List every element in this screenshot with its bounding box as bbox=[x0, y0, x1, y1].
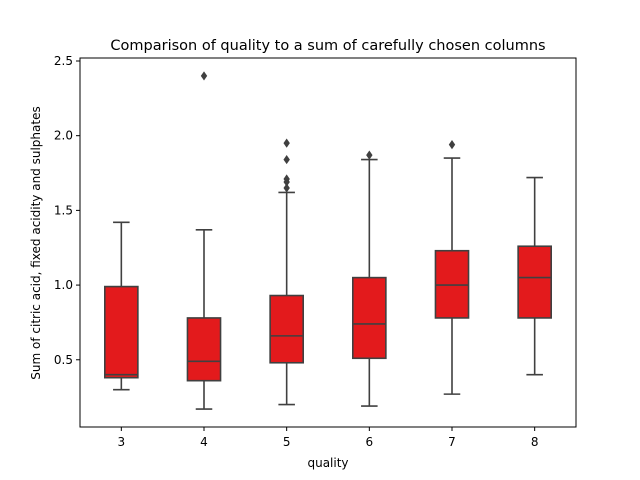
outlier-marker bbox=[448, 140, 456, 150]
box-group-quality-8 bbox=[517, 176, 553, 376]
box-group-quality-5 bbox=[269, 138, 304, 406]
x-tick-label: 7 bbox=[448, 435, 456, 449]
box-group-quality-3 bbox=[104, 221, 139, 391]
box-group-quality-6 bbox=[351, 150, 387, 407]
plot-frame bbox=[79, 57, 577, 428]
y-tick-label: 1.0 bbox=[54, 278, 73, 292]
x-tick-label: 3 bbox=[118, 435, 126, 449]
outlier-marker bbox=[283, 174, 290, 184]
iqr-box bbox=[351, 276, 387, 360]
outlier-marker bbox=[283, 138, 290, 148]
chart-title: Comparison of quality to a sum of carefu… bbox=[110, 38, 545, 54]
iqr-box bbox=[269, 294, 304, 364]
iqr-box bbox=[186, 317, 222, 382]
y-axis: 0.5 1.0 1.5 2.0 2.5 bbox=[54, 54, 80, 367]
x-tick-label: 5 bbox=[283, 435, 291, 449]
boxes-layer bbox=[104, 71, 553, 410]
y-tick-label: 0.5 bbox=[54, 353, 73, 367]
x-tick-label: 8 bbox=[531, 435, 539, 449]
y-tick-label: 2.5 bbox=[54, 54, 73, 68]
y-tick-label: 2.0 bbox=[54, 129, 73, 143]
outlier-marker bbox=[200, 71, 208, 81]
x-tick-label: 4 bbox=[200, 435, 208, 449]
iqr-box bbox=[517, 245, 553, 319]
box-group-quality-7 bbox=[434, 140, 470, 395]
y-axis-label: Sum of citric acid, fixed acidity and su… bbox=[29, 106, 43, 379]
x-tick-label: 6 bbox=[366, 435, 374, 449]
iqr-box bbox=[104, 285, 139, 379]
outlier-marker bbox=[283, 183, 290, 193]
outlier-marker bbox=[366, 150, 373, 160]
y-tick-label: 1.5 bbox=[54, 203, 73, 217]
outlier-marker bbox=[283, 154, 290, 165]
x-axis: 3 4 5 6 7 8 bbox=[118, 427, 539, 449]
x-axis-label: quality bbox=[307, 456, 348, 470]
box-group-quality-4 bbox=[186, 71, 222, 410]
